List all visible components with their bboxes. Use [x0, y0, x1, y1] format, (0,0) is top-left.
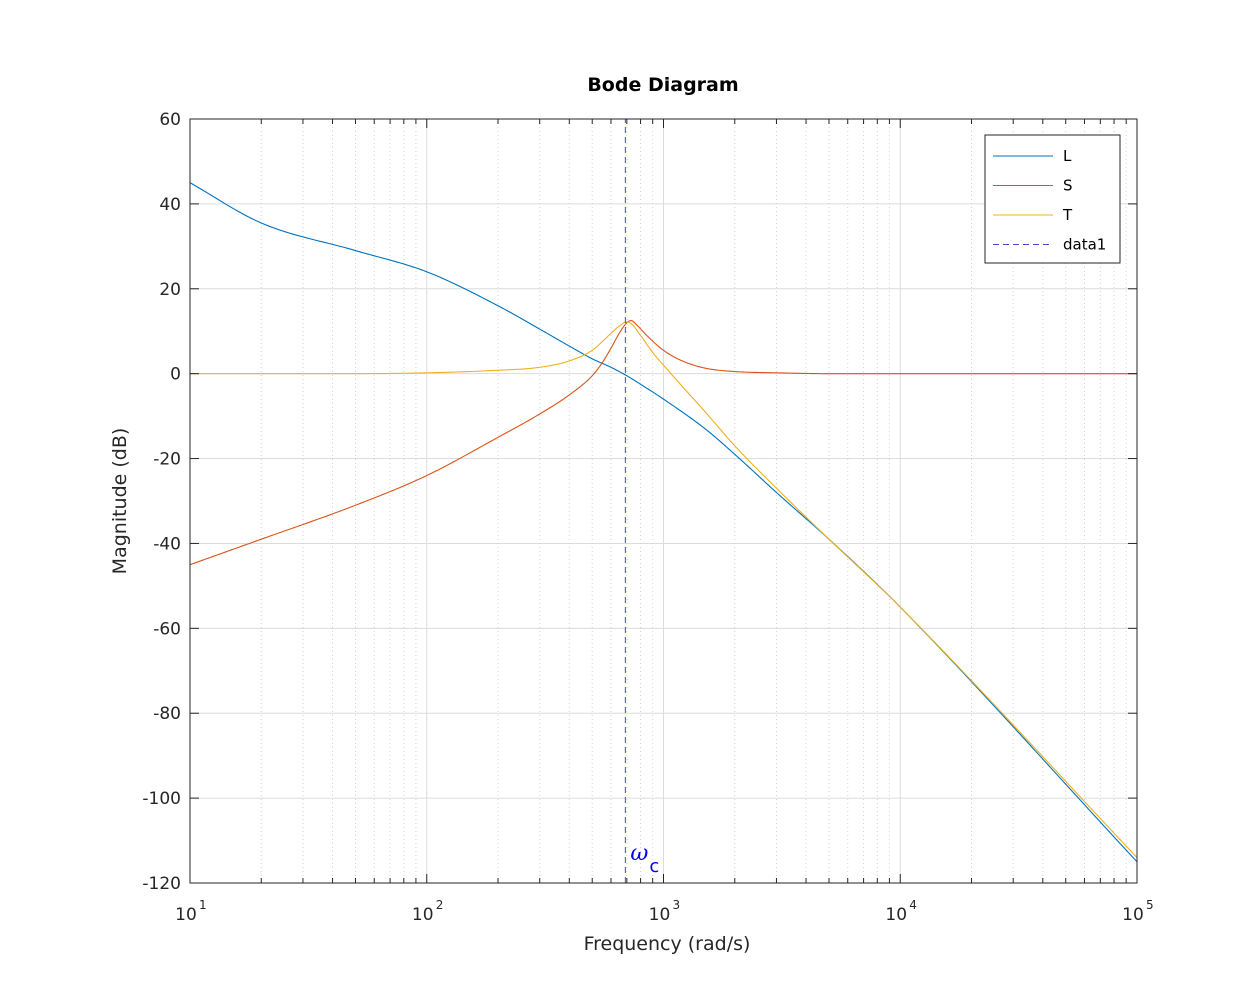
x-tick-label-exponent: 2 [436, 898, 444, 912]
y-tick-label: 60 [159, 110, 181, 130]
y-tick-label: -20 [153, 450, 181, 470]
x-tick-label-exponent: 3 [673, 898, 681, 912]
y-tick-label: 40 [159, 195, 181, 215]
axis-ticks [189, 118, 1138, 884]
x-tick-labels: 10 1 10 2 10 3 10 4 10 5 [175, 898, 1153, 925]
legend-label-S: S [1063, 177, 1073, 195]
series-layer [190, 119, 1137, 883]
chart-title: Bode Diagram [587, 74, 738, 96]
x-tick-label: 10 4 [885, 898, 916, 925]
x-tick-label: 10 2 [412, 898, 443, 925]
x-tick-label-base: 10 [649, 905, 671, 925]
legend-label-T: T [1062, 206, 1073, 224]
legend-label-data1: data1 [1063, 236, 1106, 254]
y-tick-label: -40 [153, 534, 181, 554]
y-tick-label: -60 [153, 619, 181, 639]
x-tick-label-exponent: 4 [909, 898, 917, 912]
y-tick-label: -120 [142, 874, 181, 894]
x-tick-label: 10 3 [649, 898, 680, 925]
y-tick-label: 0 [170, 365, 181, 385]
x-tick-label-base: 10 [1122, 905, 1144, 925]
x-tick-label-base: 10 [175, 905, 197, 925]
annotation-symbol: ω [630, 841, 648, 866]
x-tick-label-base: 10 [885, 905, 907, 925]
y-tick-label: -80 [153, 704, 181, 724]
x-tick-label-exponent: 1 [199, 898, 207, 912]
x-tick-label-base: 10 [412, 905, 434, 925]
y-tick-labels: -120 -100 -80 -60 -40 -20 0 20 40 60 [142, 110, 181, 894]
x-tick-label: 10 5 [1122, 898, 1153, 925]
series-line-L [190, 182, 1137, 863]
x-axis-label: Frequency (rad/s) [584, 933, 751, 955]
x-tick-label: 10 1 [175, 898, 206, 925]
y-tick-label: -100 [142, 789, 181, 809]
series-line-T [190, 321, 1137, 858]
y-axis-label: Magnitude (dB) [109, 428, 131, 575]
annotation-subscript: c [649, 856, 659, 877]
legend-label-L: L [1063, 147, 1072, 165]
series-line-S [190, 320, 1137, 566]
y-tick-label: 20 [159, 280, 181, 300]
x-tick-label-exponent: 5 [1146, 898, 1154, 912]
crossover-annotation: ωc [630, 841, 659, 877]
